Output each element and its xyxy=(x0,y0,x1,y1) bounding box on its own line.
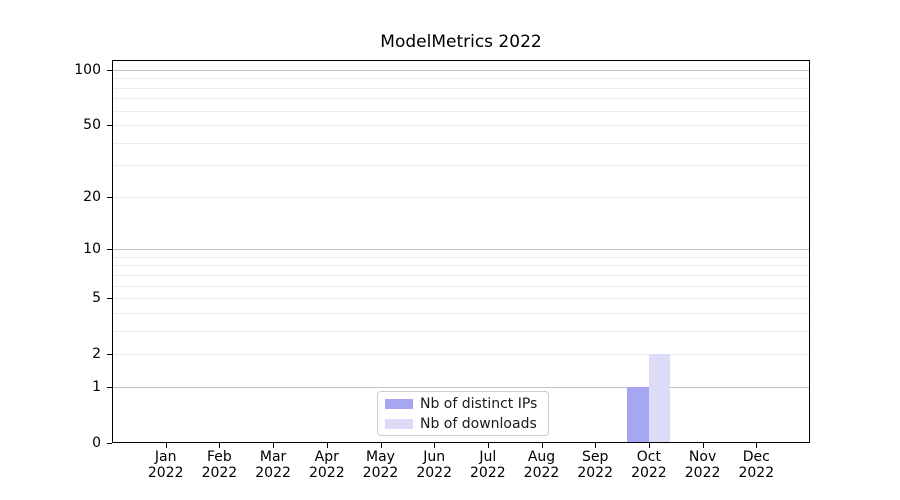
x-tick-nov-2022 xyxy=(702,443,704,448)
gridline-minor-20 xyxy=(113,196,809,198)
y-tick-label-1: 1 xyxy=(92,378,101,395)
y-tick-1 xyxy=(107,386,112,388)
x-tick-label-may-2022: May 2022 xyxy=(362,449,399,481)
y-tick-2 xyxy=(107,354,112,356)
x-tick-feb-2022 xyxy=(219,443,221,448)
x-tick-jun-2022 xyxy=(434,443,436,448)
gridline-minor-8 xyxy=(113,265,809,267)
y-tick-10 xyxy=(107,249,112,251)
bar-nb-of-distinct-ips-oct-2022 xyxy=(627,386,649,442)
legend-row: Nb of downloads xyxy=(385,416,541,432)
gridline-minor-3 xyxy=(113,330,809,332)
gridline-minor-60 xyxy=(113,110,809,112)
x-tick-label-mar-2022: Mar 2022 xyxy=(255,449,291,481)
plot-area xyxy=(112,60,810,443)
y-tick-label-10: 10 xyxy=(83,241,101,258)
gridline-minor-90 xyxy=(113,78,809,80)
x-tick-aug-2022 xyxy=(541,443,543,448)
gridline-minor-30 xyxy=(113,165,809,167)
gridline-major-10 xyxy=(113,249,809,251)
y-tick-label-50: 50 xyxy=(83,117,101,133)
y-tick-50 xyxy=(107,125,112,126)
x-tick-label-jun-2022: Jun 2022 xyxy=(416,449,452,481)
bar-nb-of-downloads-oct-2022 xyxy=(648,354,671,442)
gridline-minor-2 xyxy=(113,354,809,356)
x-tick-label-aug-2022: Aug 2022 xyxy=(523,449,560,481)
x-tick-label-feb-2022: Feb 2022 xyxy=(201,449,238,481)
legend-label: Nb of downloads xyxy=(420,415,537,432)
x-tick-jul-2022 xyxy=(487,443,489,448)
gridline-major-1 xyxy=(113,386,809,388)
x-tick-mar-2022 xyxy=(273,443,275,448)
y-tick-label-0: 0 xyxy=(92,435,101,451)
x-tick-jan-2022 xyxy=(165,443,167,448)
x-tick-oct-2022 xyxy=(648,443,650,448)
gridline-minor-5 xyxy=(113,298,809,300)
gridline-minor-4 xyxy=(113,312,809,314)
legend-label: Nb of distinct IPs xyxy=(420,395,538,412)
y-tick-20 xyxy=(107,196,112,198)
x-tick-apr-2022 xyxy=(326,443,328,448)
x-tick-sep-2022 xyxy=(595,443,597,448)
x-tick-label-jul-2022: Jul 2022 xyxy=(469,449,506,481)
gridline-minor-70 xyxy=(113,98,809,100)
x-tick-dec-2022 xyxy=(756,443,758,448)
x-tick-label-oct-2022: Oct 2022 xyxy=(631,449,667,481)
x-tick-label-apr-2022: Apr 2022 xyxy=(308,449,345,481)
gridline-minor-9 xyxy=(113,256,809,258)
y-tick-label-5: 5 xyxy=(92,290,101,307)
legend: Nb of distinct IPs Nb of downloads xyxy=(377,391,549,436)
y-tick-0 xyxy=(107,443,112,444)
legend-swatch-distinct-ips xyxy=(385,398,413,409)
y-tick-100 xyxy=(107,69,112,71)
legend-swatch-downloads xyxy=(385,418,413,429)
y-tick-label-2: 2 xyxy=(92,346,101,363)
gridline-minor-6 xyxy=(113,285,809,287)
x-tick-label-nov-2022: Nov 2022 xyxy=(684,449,721,481)
gridline-minor-50 xyxy=(113,125,809,126)
y-tick-label-20: 20 xyxy=(83,188,101,205)
legend-row: Nb of distinct IPs xyxy=(385,396,541,412)
x-tick-may-2022 xyxy=(380,443,382,448)
x-tick-label-sep-2022: Sep 2022 xyxy=(577,449,613,481)
x-tick-label-dec-2022: Dec 2022 xyxy=(738,449,775,481)
y-tick-5 xyxy=(107,298,112,300)
y-tick-label-100: 100 xyxy=(74,61,101,78)
gridline-minor-80 xyxy=(113,87,809,89)
gridline-minor-7 xyxy=(113,274,809,276)
gridline-minor-40 xyxy=(113,142,809,144)
x-tick-label-jan-2022: Jan 2022 xyxy=(147,449,184,481)
chart-title: ModelMetrics 2022 xyxy=(380,32,542,52)
gridline-major-100 xyxy=(113,69,809,71)
